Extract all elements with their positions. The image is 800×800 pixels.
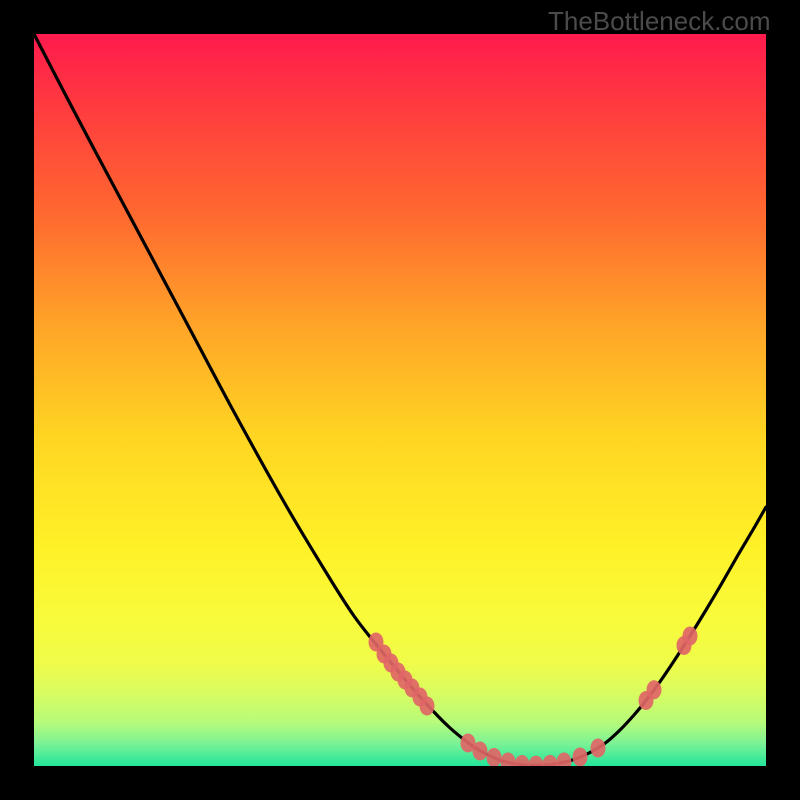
- curve-marker: [473, 742, 488, 761]
- curve-marker: [591, 739, 606, 758]
- curve-marker: [557, 753, 572, 767]
- curve-marker: [683, 627, 698, 646]
- plot-area: [34, 34, 766, 766]
- bottleneck-curve: [34, 34, 766, 765]
- curve-marker: [487, 748, 502, 766]
- curve-markers: [369, 627, 698, 767]
- curve-marker: [573, 748, 588, 767]
- curve-marker: [501, 753, 516, 767]
- curve-marker: [543, 755, 558, 766]
- curve-marker: [647, 680, 662, 699]
- curve-layer: [34, 34, 766, 766]
- curve-marker: [529, 756, 544, 766]
- curve-marker: [420, 697, 435, 716]
- watermark-text: TheBottleneck.com: [548, 6, 771, 37]
- curve-marker: [515, 755, 530, 766]
